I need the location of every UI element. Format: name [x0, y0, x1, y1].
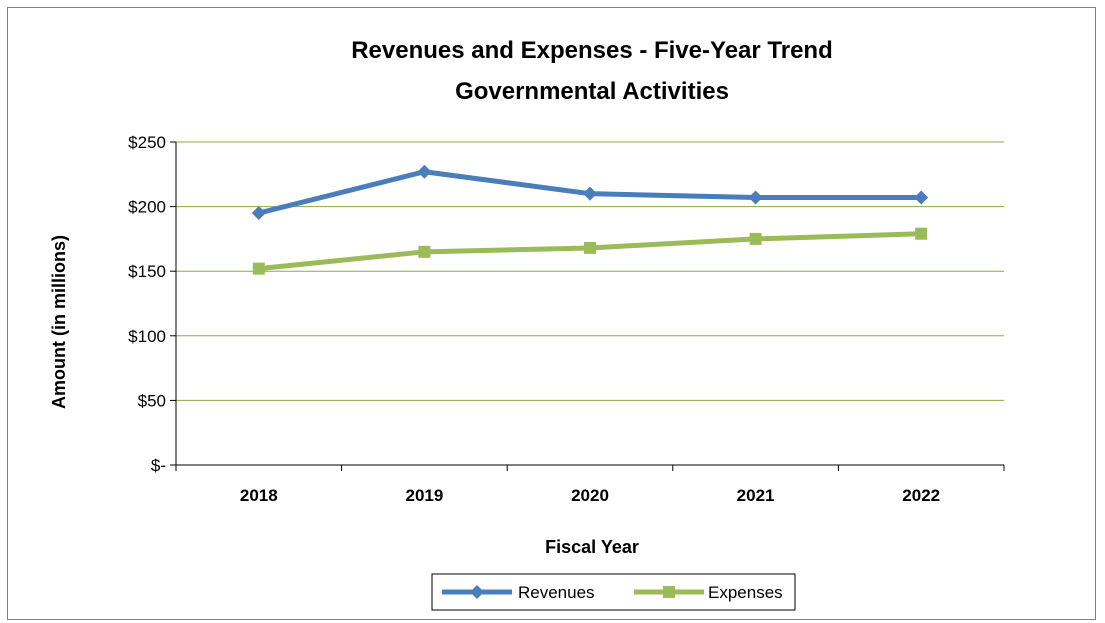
revenues-point [251, 206, 266, 221]
legend-revenues-label: Revenues [518, 583, 595, 602]
x-tick-label: 2018 [240, 486, 278, 505]
x-axis-ticks: 2018 2019 2020 2021 2022 [175, 465, 1005, 505]
revenues-point [748, 190, 763, 205]
expenses-point [252, 262, 265, 275]
legend: Revenues Expenses [431, 573, 796, 611]
chart-frame [7, 7, 1096, 620]
chart-subtitle: Governmental Activities [455, 78, 729, 105]
revenues-point [417, 164, 432, 179]
y-tick-label: $250 [128, 133, 166, 152]
axes [175, 142, 1004, 466]
revenues-point [583, 186, 597, 201]
legend-revenues-marker [470, 585, 484, 599]
y-tick-label: $150 [128, 262, 166, 281]
x-tick-label: 2021 [737, 486, 775, 505]
y-tick-label: $50 [138, 391, 166, 410]
expenses-point [749, 232, 762, 245]
expenses-point [584, 241, 596, 254]
gridlines [176, 141, 1004, 401]
y-axis-ticks: $- $50 $100 $150 $200 $250 [128, 133, 176, 475]
y-axis-label: Amount (in millions) [49, 235, 69, 409]
x-tick-label: 2022 [902, 486, 940, 505]
y-tick-label: $- [151, 456, 166, 475]
x-tick-label: 2020 [571, 486, 609, 505]
y-tick-label: $200 [128, 198, 166, 217]
expenses-point [915, 227, 928, 240]
expenses-point [418, 245, 431, 258]
series-group [251, 164, 929, 275]
legend-expenses-label: Expenses [708, 583, 783, 602]
legend-expenses-marker [663, 586, 675, 598]
chart-title: Revenues and Expenses - Five-Year Trend [351, 37, 833, 64]
x-axis-label: Fiscal Year [545, 537, 639, 557]
y-tick-label: $100 [128, 327, 166, 346]
revenues-point [914, 190, 929, 205]
x-tick-label: 2019 [405, 486, 443, 505]
